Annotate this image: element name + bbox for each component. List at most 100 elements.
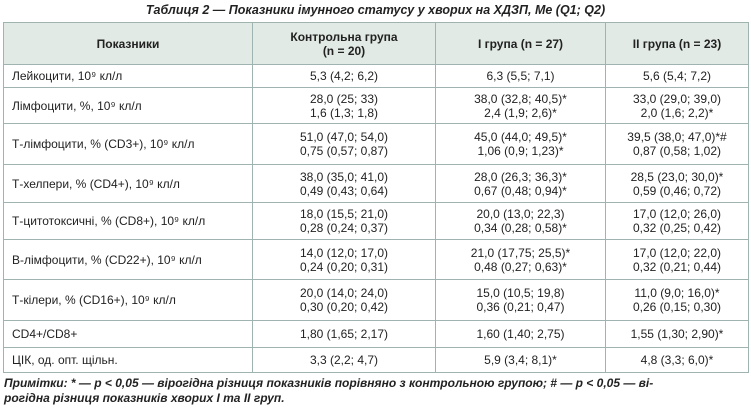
cell-text: 3,3 (2,2; 4,7) [309, 353, 379, 367]
cell-text: 21,0 (17,75; 25,5)* [470, 245, 571, 260]
value-cell: 28,0 (25; 33) 1,6 (1,3; 1,8) [252, 87, 436, 124]
header-cell: Контрольна група (n = 20) [252, 22, 436, 65]
cell-text: 0,28 (0,24; 0,37) [299, 221, 389, 235]
cell-text: 28,0 (25; 33) [309, 91, 379, 106]
header-text: І група (n = 27) [477, 36, 564, 51]
row-label: Т-лімфоцити, % (CD3+), 10⁹ кл/л [3, 123, 253, 165]
cell-text: 0,36 (0,21; 0,47) [476, 300, 565, 314]
value-cell: 38,0 (35,0; 41,0) 0,49 (0,43; 0,64) [252, 164, 436, 203]
cell-text: 2,4 (1,9; 2,6)* [484, 105, 557, 120]
cell-text: 0,34 (0,28; 0,58)* [474, 221, 567, 235]
cell-text: 17,0 (12,0; 26,0) [632, 207, 722, 221]
value-cell: 1,55 (1,30; 2,90)* [605, 320, 749, 348]
value-cell: 20,0 (14,0; 24,0) 0,30 (0,20; 0,42) [252, 279, 436, 321]
cell-text: В-лімфоцити, % (CD22+), 10⁹ кл/л [12, 252, 202, 267]
cell-text: 45,0 (44,0; 49,5)* [474, 130, 567, 144]
row-label: Т-цитотоксичні, % (CD8+), 10⁹ кл/л [3, 202, 253, 240]
value-cell: 51,0 (47,0; 54,0) 0,75 (0,57; 0,87) [252, 123, 436, 165]
note-line: рогідна різниця показників хворих І та І… [4, 391, 285, 405]
value-cell: 17,0 (12,0; 22,0) 0,32 (0,21; 0,44) [605, 239, 749, 280]
header-text: Контрольна група [290, 29, 398, 44]
value-cell: 3,3 (2,2; 4,7) [252, 347, 436, 373]
value-cell: 5,9 (3,4; 8,1)* [435, 347, 606, 373]
cell-text: 2,0 (1,6; 2,2)* [640, 105, 714, 120]
value-cell: 1,60 (1,40; 2,75) [435, 320, 606, 348]
value-cell: 14,0 (12,0; 17,0) 0,24 (0,20; 0,31) [252, 239, 436, 280]
note-line: Примітки: * — р < 0,05 — вірогідна різни… [4, 376, 654, 390]
table-row: ЦІК, од. опт. щільн. 3,3 (2,2; 4,7) 5,9 (3… [3, 347, 749, 373]
cell-text: 28,0 (26,3; 36,3)* [474, 169, 567, 184]
value-cell: 39,5 (38,0; 47,0)*# 0,87 (0,58; 1,02) [605, 123, 749, 165]
table-row: Т-цитотоксичні, % (CD8+), 10⁹ кл/л 18,0 (… [3, 202, 749, 240]
value-cell: 28,0 (26,3; 36,3)* 0,67 (0,48; 0,94)* [435, 164, 606, 203]
value-cell: 38,0 (32,8; 40,5)* 2,4 (1,9; 2,6)* [435, 87, 606, 124]
table-row: Т-хелпери, % (CD4+), 10⁹ кл/л 38,0 (35,0;… [3, 164, 749, 203]
header-text: ІІ група (n = 23) [632, 36, 722, 51]
header-text: Показники [96, 36, 160, 51]
table-row: Т-кілери, % (CD16+), 10⁹ кл/л 20,0 (14,0;… [3, 279, 749, 321]
cell-text: 4,8 (3,3; 6,0)* [640, 353, 714, 367]
cell-text: 11,0 (9,0; 16,0)* [634, 286, 720, 300]
cell-text: Лейкоцити, 10⁹ кл/л [12, 69, 123, 83]
table-row: В-лімфоцити, % (CD22+), 10⁹ кл/л 14,0 (12… [3, 239, 749, 280]
row-label: ЦІК, од. опт. щільн. [3, 347, 253, 373]
cell-text: Т-хелпери, % (CD4+), 10⁹ кл/л [12, 176, 180, 191]
value-cell: 28,5 (23,0; 30,0)* 0,59 (0,46; 0,72) [605, 164, 749, 203]
cell-text: 39,5 (38,0; 47,0)*# [627, 130, 727, 144]
cell-text: CD4+/CD8+ [12, 327, 78, 341]
value-cell: 15,0 (10,5; 19,8) 0,36 (0,21; 0,47) [435, 279, 606, 321]
cell-text: 0,32 (0,21; 0,44) [632, 259, 722, 274]
cell-text: 20,0 (14,0; 24,0) [299, 286, 389, 300]
cell-text: 0,30 (0,20; 0,42) [299, 300, 389, 314]
cell-text: Т-лімфоцити, % (CD3+), 10⁹ кл/л [12, 137, 195, 151]
cell-text: Лімфоцити, %, 10⁹ кл/л [12, 98, 142, 113]
value-cell: 5,6 (5,4; 7,2) [605, 64, 749, 88]
cell-text: 0,59 (0,46; 0,72) [632, 183, 722, 198]
cell-text: 0,24 (0,20; 0,31) [299, 259, 389, 274]
header-cell: Показники [3, 22, 253, 65]
table-row: CD4+/CD8+ 1,80 (1,65; 2,17) 1,60 (1,40; 2,… [3, 320, 749, 348]
value-cell: 6,3 (5,5; 7,1) [435, 64, 606, 88]
cell-text: 5,9 (3,4; 8,1)* [484, 353, 557, 367]
value-cell: 21,0 (17,75; 25,5)* 0,48 (0,27; 0,63)* [435, 239, 606, 280]
value-cell: 4,8 (3,3; 6,0)* [605, 347, 749, 373]
cell-text: 15,0 (10,5; 19,8) [476, 286, 565, 300]
header-cell: І група (n = 27) [435, 22, 606, 65]
cell-text: 0,67 (0,48; 0,94)* [474, 183, 567, 198]
cell-text: 38,0 (35,0; 41,0) [299, 169, 389, 184]
value-cell: 17,0 (12,0; 26,0) 0,32 (0,25; 0,42) [605, 202, 749, 240]
value-cell: 18,0 (15,5; 21,0) 0,28 (0,24; 0,37) [252, 202, 436, 240]
value-cell: 45,0 (44,0; 49,5)* 1,06 (0,9; 1,23)* [435, 123, 606, 165]
cell-text: 28,5 (23,0; 30,0)* [630, 169, 724, 184]
value-cell: 20,0 (13,0; 22,3) 0,34 (0,28; 0,58)* [435, 202, 606, 240]
cell-text: 0,48 (0,27; 0,63)* [474, 259, 567, 274]
cell-text: 0,32 (0,25; 0,42) [632, 221, 722, 235]
cell-text: Т-кілери, % (CD16+), 10⁹ кл/л [12, 293, 176, 307]
notes: Примітки: * — р < 0,05 — вірогідна різни… [4, 376, 749, 406]
cell-text: 5,3 (4,2; 6,2) [309, 69, 379, 83]
row-label: В-лімфоцити, % (CD22+), 10⁹ кл/л [3, 239, 253, 280]
row-label: Т-кілери, % (CD16+), 10⁹ кл/л [3, 279, 253, 321]
row-label: Лімфоцити, %, 10⁹ кл/л [3, 87, 253, 124]
row-label: CD4+/CD8+ [3, 320, 253, 348]
table-row: Т-лімфоцити, % (CD3+), 10⁹ кл/л 51,0 (47,… [3, 123, 749, 165]
cell-text: 14,0 (12,0; 17,0) [299, 245, 389, 260]
cell-text: 0,87 (0,58; 1,02) [632, 144, 722, 158]
cell-text: 18,0 (15,5; 21,0) [299, 207, 389, 221]
header-text: (n = 20) [322, 43, 366, 58]
cell-text: 20,0 (13,0; 22,3) [476, 207, 565, 221]
cell-text: 1,6 (1,3; 1,8) [309, 105, 379, 120]
cell-text: 0,26 (0,15; 0,30) [632, 300, 722, 314]
cell-text: 1,80 (1,65; 2,17) [299, 327, 389, 341]
cell-text: 1,55 (1,30; 2,90)* [630, 327, 724, 341]
cell-text: Т-цитотоксичні, % (CD8+), 10⁹ кл/л [12, 214, 206, 228]
data-table: Показники Контрольна група (n = 20) І група… [3, 22, 749, 373]
value-cell: 1,80 (1,65; 2,17) [252, 320, 436, 348]
value-cell: 5,3 (4,2; 6,2) [252, 64, 436, 88]
cell-text: 17,0 (12,0; 22,0) [632, 245, 722, 260]
row-label: Т-хелпери, % (CD4+), 10⁹ кл/л [3, 164, 253, 203]
cell-text: 5,6 (5,4; 7,2) [642, 69, 712, 83]
cell-text: 51,0 (47,0; 54,0) [299, 130, 389, 144]
table-row: Лімфоцити, %, 10⁹ кл/л 28,0 (25; 33) 1,6 (… [3, 87, 749, 124]
header-row: Показники Контрольна група (n = 20) І група… [3, 22, 749, 65]
